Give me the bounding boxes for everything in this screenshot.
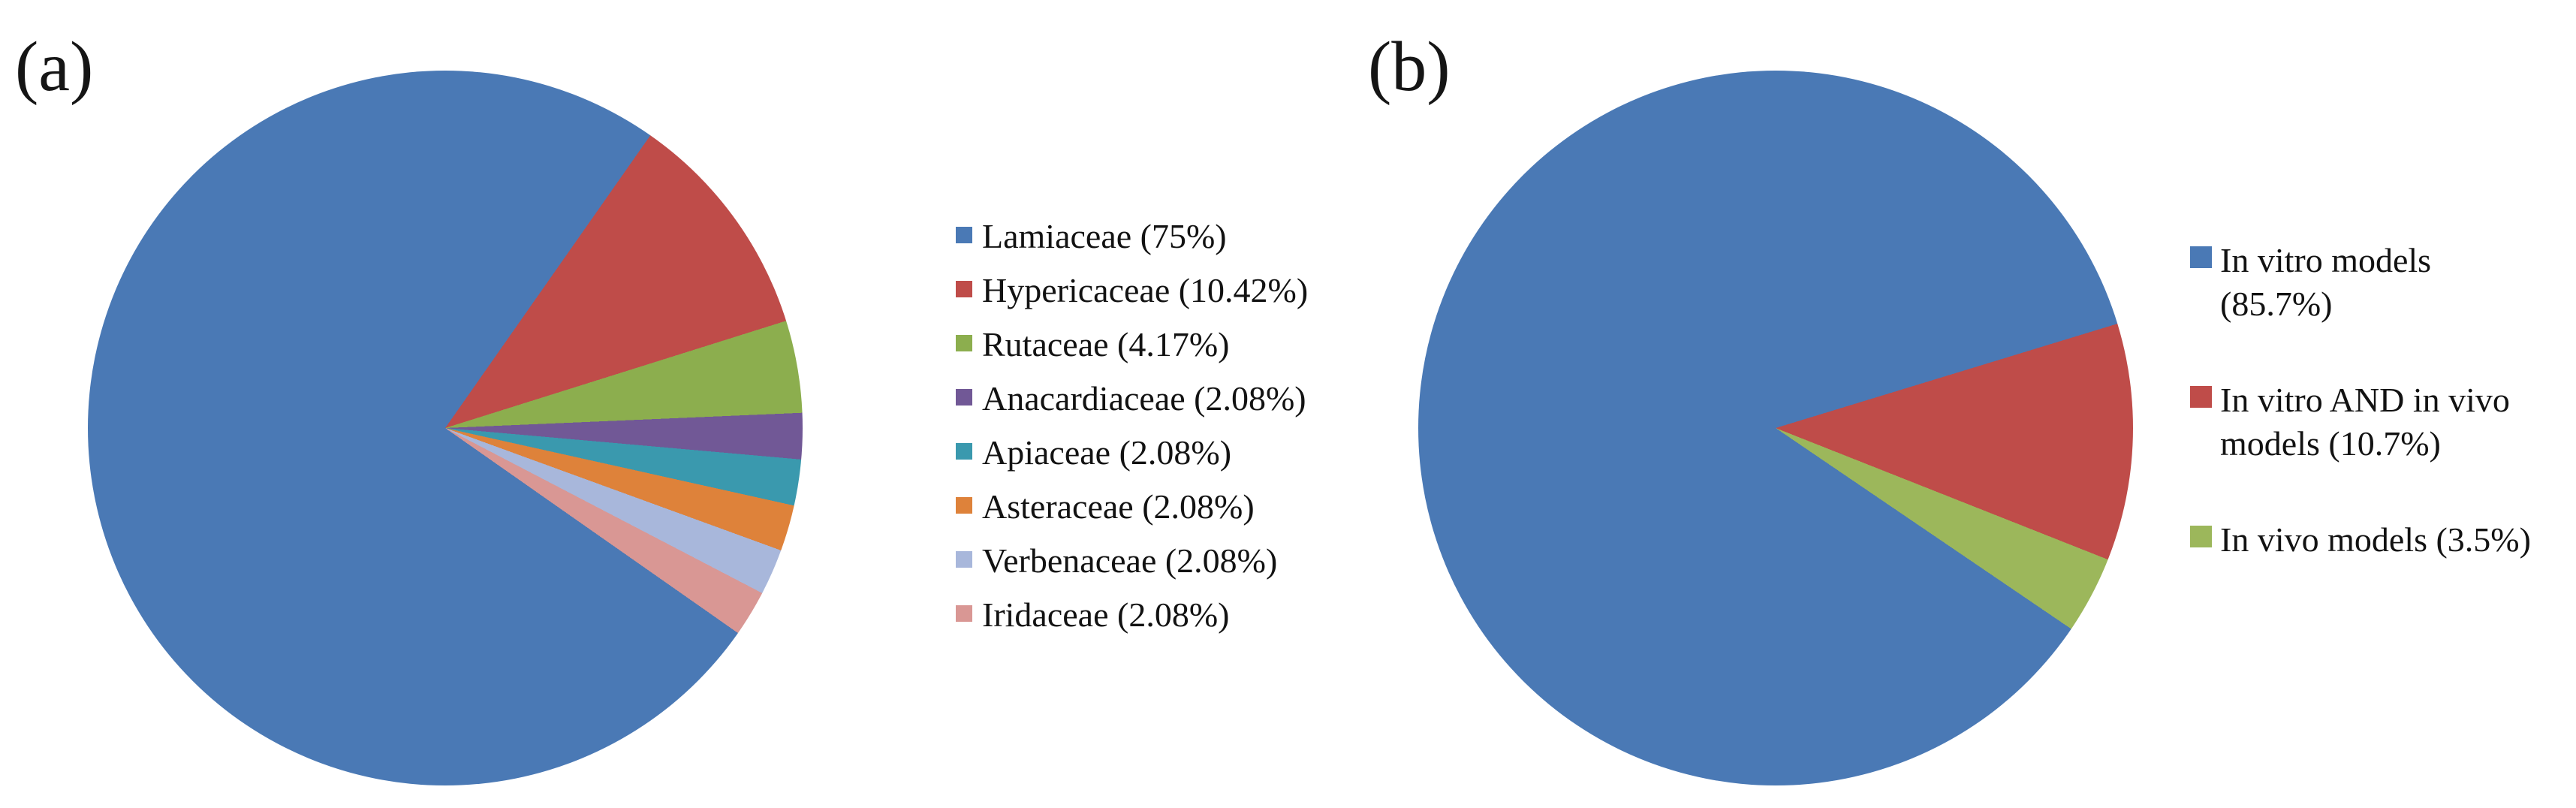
panel-a-label: (a) [15, 28, 94, 106]
legend-item: Apiaceae (2.08%) [956, 434, 1308, 488]
legend-label: Anacardiaceae (2.08%) [982, 379, 1306, 418]
legend-item: Asteraceae (2.08%) [956, 488, 1308, 542]
legend-item: Hypericaceae (10.42%) [956, 272, 1308, 326]
legend-label: Verbenaceae (2.08%) [982, 541, 1278, 580]
legend-item: Verbenaceae (2.08%) [956, 542, 1308, 596]
legend-label: Apiaceae (2.08%) [982, 433, 1232, 472]
pie-chart-a [88, 71, 803, 785]
legend-swatch [2190, 246, 2212, 268]
legend-swatch [956, 605, 972, 622]
legend-swatch [956, 497, 972, 514]
legend-label: In vitro AND in vivo models (10.7%) [2220, 381, 2510, 463]
legend-swatch [956, 335, 972, 351]
legend-item: Lamiaceae (75%) [956, 218, 1308, 272]
legend-swatch [2190, 526, 2212, 547]
legend-swatch [956, 551, 972, 568]
legend-item: In vivo models (3.5%) [2190, 518, 2531, 562]
legend-swatch [956, 227, 972, 243]
legend-item: Anacardiaceae (2.08%) [956, 380, 1308, 434]
legend-swatch [956, 443, 972, 460]
legend-a: Lamiaceae (75%) Hypericaceae (10.42%) Ruta… [956, 218, 1308, 650]
legend-item: In vitro AND in vivo models (10.7%) [2190, 378, 2531, 466]
legend-label: Hypericaceae (10.42%) [982, 271, 1309, 309]
legend-swatch [2190, 386, 2212, 408]
panel-b-label: (b) [1368, 28, 1451, 106]
legend-item: Rutaceae (4.17%) [956, 326, 1308, 380]
legend-b: In vitro models (85.7%) In vitro AND in vi… [2190, 239, 2531, 614]
legend-swatch [956, 389, 972, 406]
legend-label: Asteraceae (2.08%) [982, 487, 1255, 526]
legend-item: In vitro models (85.7%) [2190, 239, 2531, 326]
legend-label: Iridaceae (2.08%) [982, 595, 1230, 634]
legend-swatch [956, 281, 972, 297]
legend-label: Lamiaceae (75%) [982, 217, 1227, 255]
pie-chart-b [1418, 71, 2133, 785]
legend-label: Rutaceae (4.17%) [982, 325, 1230, 363]
legend-item: Iridaceae (2.08%) [956, 596, 1308, 650]
legend-label: In vivo models (3.5%) [2220, 520, 2531, 559]
legend-label: In vitro models (85.7%) [2220, 241, 2432, 323]
